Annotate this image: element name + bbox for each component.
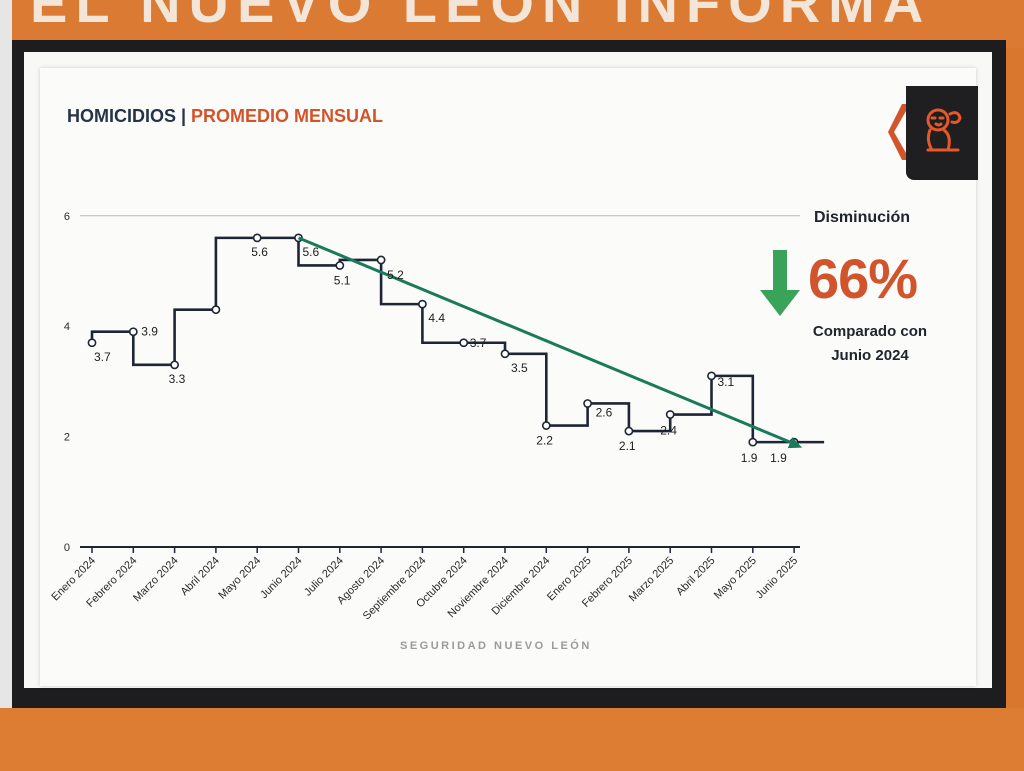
data-point bbox=[583, 399, 592, 408]
data-point bbox=[541, 421, 551, 430]
data-point bbox=[170, 360, 179, 370]
chart-title-part1: HOMICIDIOS | bbox=[67, 106, 192, 126]
data-point bbox=[707, 371, 716, 381]
data-point bbox=[459, 338, 469, 348]
left-edge bbox=[0, 0, 12, 771]
data-label: 5.6 bbox=[303, 245, 320, 259]
chart-title: HOMICIDIOS | PROMEDIO MENSUAL bbox=[67, 106, 383, 127]
data-label: 2.2 bbox=[536, 434, 553, 448]
data-label: 2.4 bbox=[660, 424, 677, 438]
x-tick-label: Junio 2025 bbox=[754, 555, 801, 602]
y-tick-label: 0 bbox=[64, 542, 70, 554]
data-point bbox=[87, 338, 97, 348]
x-tick-label: Marzo 2025 bbox=[627, 555, 677, 605]
chart-card bbox=[40, 68, 976, 686]
data-point bbox=[211, 305, 221, 315]
data-label: 1.9 bbox=[770, 451, 787, 465]
x-tick-label: Abril 2025 bbox=[674, 555, 718, 599]
data-point bbox=[417, 299, 427, 309]
data-point bbox=[624, 426, 634, 436]
data-label: 3.9 bbox=[141, 325, 158, 339]
stat-value: 66% bbox=[808, 247, 918, 310]
x-tick-label: Marzo 2024 bbox=[131, 555, 181, 605]
data-label: 2.6 bbox=[596, 405, 613, 419]
x-tick-label: Mayo 2025 bbox=[712, 555, 759, 602]
data-point bbox=[128, 327, 138, 337]
x-tick-label: Julio 2024 bbox=[302, 555, 346, 599]
y-tick-label: 4 bbox=[64, 321, 70, 333]
data-label: 3.1 bbox=[718, 375, 735, 389]
x-tick-label: Abril 2024 bbox=[179, 555, 223, 599]
stat-caption-line2: Junio 2024 bbox=[831, 347, 909, 364]
data-point bbox=[665, 410, 675, 419]
stat-caption: Comparado con Junio 2024 bbox=[800, 320, 940, 368]
stat-caption-line1: Comparado con bbox=[812, 323, 928, 340]
lion-logo-icon bbox=[926, 108, 962, 152]
y-tick-label: 6 bbox=[64, 211, 70, 223]
bottom-bar bbox=[0, 708, 1024, 771]
data-label: 5.2 bbox=[387, 268, 404, 282]
banner-text: EL NUEVO LEÓN INFORMA bbox=[30, 0, 932, 34]
trend-line bbox=[297, 236, 797, 447]
logo-badge bbox=[906, 86, 978, 180]
series-step-line bbox=[90, 236, 825, 444]
source-label: SEGURIDAD NUEVO LEÓN bbox=[400, 640, 592, 652]
stat-label: Disminución bbox=[814, 209, 911, 226]
y-tick-label: 2 bbox=[64, 432, 70, 444]
data-label: 2.1 bbox=[619, 439, 636, 453]
data-label: 3.5 bbox=[511, 361, 528, 375]
data-point bbox=[335, 261, 345, 270]
data-label: 1.9 bbox=[741, 451, 758, 465]
chevron-left-icon bbox=[888, 104, 910, 160]
data-point bbox=[252, 233, 262, 243]
data-point bbox=[500, 349, 510, 359]
down-arrow-icon bbox=[760, 250, 800, 316]
trend-arrowhead bbox=[787, 437, 803, 449]
data-label: 3.7 bbox=[94, 350, 111, 364]
data-label: 5.6 bbox=[251, 245, 268, 259]
x-tick-label: Mayo 2024 bbox=[216, 555, 263, 602]
data-label: 4.4 bbox=[428, 311, 445, 325]
data-label: 3.3 bbox=[169, 372, 186, 386]
x-tick-label: Junio 2024 bbox=[258, 555, 305, 602]
data-point bbox=[376, 255, 386, 265]
chart-title-part2: PROMEDIO MENSUAL bbox=[191, 106, 384, 126]
data-point bbox=[748, 437, 758, 447]
data-label: 5.1 bbox=[334, 273, 351, 287]
data-label: 3.7 bbox=[470, 336, 487, 350]
